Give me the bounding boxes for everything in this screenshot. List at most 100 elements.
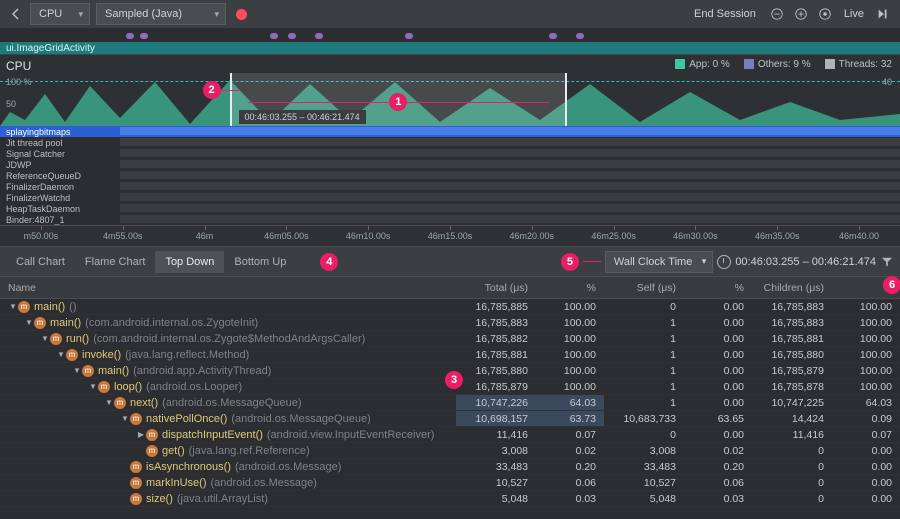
package-name: (com.android.internal.os.ZygoteInit) xyxy=(85,317,258,329)
legend-item: Threads: 32 xyxy=(825,59,892,70)
thread-row[interactable]: HeapTaskDaemon xyxy=(0,203,900,214)
tab-bottom-up[interactable]: Bottom Up xyxy=(224,251,296,273)
back-icon[interactable] xyxy=(8,6,24,22)
expand-icon[interactable]: ▼ xyxy=(56,350,66,359)
event-dot[interactable] xyxy=(405,33,413,39)
cell-value: 100.00 xyxy=(832,299,900,314)
legend-item: App: 0 % xyxy=(675,59,730,70)
method-badge-icon: m xyxy=(50,333,62,345)
table-row[interactable]: ▼mrun()(com.android.internal.os.Zygote$M… xyxy=(0,331,900,347)
cell-value: 0.03 xyxy=(684,491,752,506)
thread-row[interactable]: Binder:4807_1 xyxy=(0,214,900,225)
callout-5: 5 xyxy=(561,253,579,271)
cell-value: 100.00 xyxy=(536,299,604,314)
thread-row[interactable]: Jit thread pool xyxy=(0,137,900,148)
column-header[interactable]: % xyxy=(684,277,752,298)
function-name: run() xyxy=(66,333,89,345)
analysis-tabs-bar: Call ChartFlame ChartTop DownBottom Up 4… xyxy=(0,247,900,277)
expand-icon[interactable]: ▼ xyxy=(104,398,114,407)
profiler-select[interactable]: CPU xyxy=(30,3,90,25)
table-row[interactable]: ▼mnext()(android.os.MessageQueue)10,747,… xyxy=(0,395,900,411)
thread-activity-bar xyxy=(120,171,900,179)
go-live-icon[interactable] xyxy=(874,5,892,23)
zoom-fit-icon[interactable] xyxy=(816,5,834,23)
tab-flame-chart[interactable]: Flame Chart xyxy=(75,251,156,273)
table-row[interactable]: ▼mmain()(com.android.internal.os.ZygoteI… xyxy=(0,315,900,331)
column-header[interactable]: Name xyxy=(0,277,456,298)
package-name: (android.os.MessageQueue) xyxy=(162,397,301,409)
thread-row[interactable]: JDWP xyxy=(0,159,900,170)
event-dot[interactable] xyxy=(315,33,323,39)
expand-icon[interactable]: ▼ xyxy=(88,382,98,391)
sampling-mode-select[interactable]: Sampled (Java) xyxy=(96,3,226,25)
package-name: (java.util.ArrayList) xyxy=(177,493,268,505)
table-row[interactable]: ▶mdispatchInputEvent()(android.view.Inpu… xyxy=(0,427,900,443)
thread-row[interactable]: FinalizerWatchd xyxy=(0,192,900,203)
zoom-out-icon[interactable] xyxy=(768,5,786,23)
table-row[interactable]: ▼minvoke()(java.lang.reflect.Method)16,7… xyxy=(0,347,900,363)
expand-icon[interactable]: ▼ xyxy=(24,318,34,327)
callout-3: 3 xyxy=(445,371,463,389)
record-indicator-icon[interactable] xyxy=(236,9,247,20)
cell-value: 1 xyxy=(604,363,684,378)
column-header[interactable]: Self (μs) xyxy=(604,277,684,298)
time-ruler[interactable]: m50.00s4m55.00s46m46m05.00s46m10.00s46m1… xyxy=(0,225,900,247)
event-dot[interactable] xyxy=(288,33,296,39)
cell-value: 100.00 xyxy=(832,331,900,346)
event-dot[interactable] xyxy=(126,33,134,39)
package-name: (android.os.Message) xyxy=(235,461,341,473)
event-dot[interactable] xyxy=(270,33,278,39)
expand-icon[interactable]: ▼ xyxy=(8,302,18,311)
event-dot[interactable] xyxy=(549,33,557,39)
cell-value: 5,048 xyxy=(456,491,536,506)
function-name: dispatchInputEvent() xyxy=(162,429,263,441)
callout-5-line xyxy=(583,261,601,262)
thread-row[interactable]: Signal Catcher xyxy=(0,148,900,159)
method-badge-icon: m xyxy=(130,461,142,473)
cell-value: 0.00 xyxy=(684,299,752,314)
table-row[interactable]: msize()(java.util.ArrayList)5,0480.035,0… xyxy=(0,491,900,507)
table-row[interactable]: mmarkInUse()(android.os.Message)10,5270.… xyxy=(0,475,900,491)
package-name: (android.os.Message) xyxy=(211,477,317,489)
column-header[interactable]: Children (μs) xyxy=(752,277,832,298)
cell-value: 0.09 xyxy=(832,411,900,426)
zoom-in-icon[interactable] xyxy=(792,5,810,23)
end-session-button[interactable]: End Session xyxy=(688,8,762,20)
events-strip xyxy=(0,30,900,42)
method-badge-icon: m xyxy=(98,381,110,393)
expand-icon[interactable]: ▼ xyxy=(72,366,82,375)
thread-row[interactable]: FinalizerDaemon xyxy=(0,181,900,192)
cell-value: 0.00 xyxy=(832,475,900,490)
package-name: (android.app.ActivityThread) xyxy=(133,365,271,377)
method-badge-icon: m xyxy=(82,365,94,377)
tab-call-chart[interactable]: Call Chart xyxy=(6,251,75,273)
column-header[interactable]: % xyxy=(536,277,604,298)
thread-row[interactable]: ReferenceQueueD xyxy=(0,170,900,181)
table-row[interactable]: misAsynchronous()(android.os.Message)33,… xyxy=(0,459,900,475)
method-badge-icon: m xyxy=(146,429,158,441)
ruler-tick: 46m xyxy=(164,226,246,246)
table-row[interactable]: mget()(java.lang.ref.Reference)3,0080.02… xyxy=(0,443,900,459)
cell-value: 64.03 xyxy=(832,395,900,410)
thread-row[interactable]: splayingbitmaps xyxy=(0,126,900,137)
event-dot[interactable] xyxy=(576,33,584,39)
expand-icon[interactable]: ▶ xyxy=(136,430,146,439)
cell-value: 100.00 xyxy=(832,379,900,394)
table-row[interactable]: ▼mmain()()16,785,885100.0000.0016,785,88… xyxy=(0,299,900,315)
legend-item: Others: 9 % xyxy=(744,59,811,70)
function-name: size() xyxy=(146,493,173,505)
table-row[interactable]: ▼mnativePollOnce()(android.os.MessageQue… xyxy=(0,411,900,427)
cell-value: 1 xyxy=(604,315,684,330)
column-header[interactable]: Total (μs) xyxy=(456,277,536,298)
method-badge-icon: m xyxy=(114,397,126,409)
event-dot[interactable] xyxy=(140,33,148,39)
cpu-chart[interactable]: CPU 100 % 50 40 App: 0 %Others: 9 %Threa… xyxy=(0,54,900,126)
expand-icon[interactable]: ▼ xyxy=(120,414,130,423)
cell-value: 0.07 xyxy=(536,427,604,442)
clock-mode-select[interactable]: Wall Clock Time xyxy=(605,251,713,273)
cell-value: 0.00 xyxy=(832,443,900,458)
expand-icon[interactable]: ▼ xyxy=(40,334,50,343)
tab-top-down[interactable]: Top Down xyxy=(155,251,224,273)
cell-value: 0.00 xyxy=(684,395,752,410)
filter-icon[interactable] xyxy=(880,255,894,269)
